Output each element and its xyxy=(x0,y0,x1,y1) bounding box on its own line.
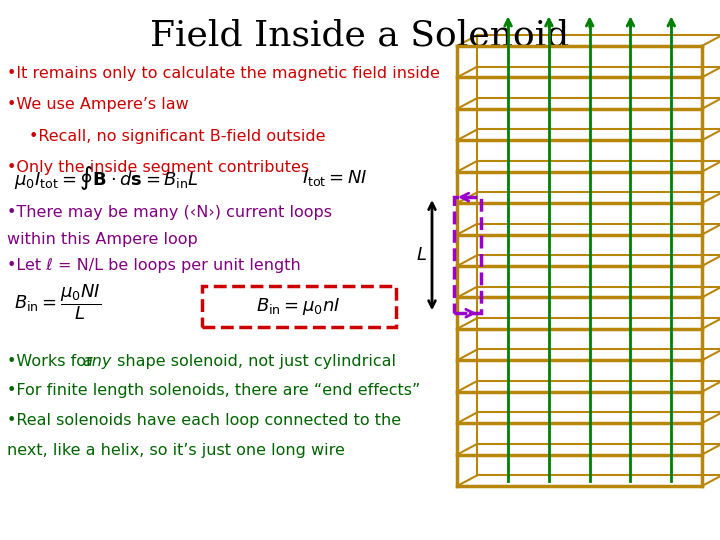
Text: $L$: $L$ xyxy=(415,246,427,264)
Text: shape solenoid, not just cylindrical: shape solenoid, not just cylindrical xyxy=(112,354,395,369)
Text: Field Inside a Solenoid: Field Inside a Solenoid xyxy=(150,19,570,53)
Text: •Recall, no significant B-field outside: •Recall, no significant B-field outside xyxy=(29,129,325,144)
Text: •It remains only to calculate the magnetic field inside: •It remains only to calculate the magnet… xyxy=(7,66,440,81)
Text: next, like a helix, so it’s just one long wire: next, like a helix, so it’s just one lon… xyxy=(7,443,345,458)
Text: $B_{\rm in} = \mu_0 n I$: $B_{\rm in} = \mu_0 n I$ xyxy=(256,296,341,317)
Text: $I_{\rm tot} = NI$: $I_{\rm tot} = NI$ xyxy=(302,168,368,188)
Bar xyxy=(202,286,396,327)
Bar xyxy=(454,197,481,313)
Text: •Only the inside segment contributes: •Only the inside segment contributes xyxy=(7,160,310,175)
Text: •Let ℓ = N/L be loops per unit length: •Let ℓ = N/L be loops per unit length xyxy=(7,259,301,273)
Text: •We use Ampere’s law: •We use Ampere’s law xyxy=(7,97,189,112)
Text: •Works for: •Works for xyxy=(7,354,98,369)
Text: •Real solenoids have each loop connected to the: •Real solenoids have each loop connected… xyxy=(7,413,401,428)
Text: within this Ampere loop: within this Ampere loop xyxy=(7,232,198,247)
Text: •For finite length solenoids, there are “end effects”: •For finite length solenoids, there are … xyxy=(7,383,420,399)
Text: $B_{\rm in} = \dfrac{\mu_0 N I}{L}$: $B_{\rm in} = \dfrac{\mu_0 N I}{L}$ xyxy=(14,282,102,322)
Text: •There may be many (‹N›) current loops: •There may be many (‹N›) current loops xyxy=(7,205,332,220)
Text: any: any xyxy=(83,354,112,369)
Text: $\mu_0 I_{\rm tot} = \oint \mathbf{B} \cdot d\mathbf{s} = B_{\rm in}L$: $\mu_0 I_{\rm tot} = \oint \mathbf{B} \c… xyxy=(14,164,199,192)
